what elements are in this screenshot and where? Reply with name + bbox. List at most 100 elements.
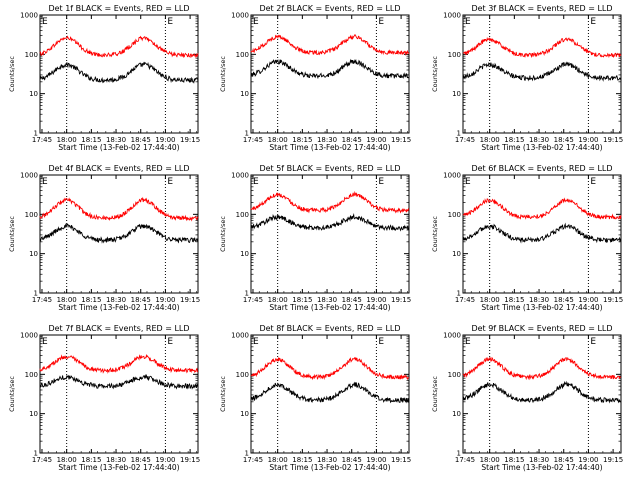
e-marker-label: E bbox=[42, 17, 48, 27]
x-tick-label: 19:00 bbox=[578, 296, 598, 304]
x-tick-label: 17:45 bbox=[455, 456, 475, 464]
e-marker-label: E bbox=[167, 17, 173, 27]
x-tick-label: 17:45 bbox=[32, 296, 52, 304]
plot-frame bbox=[39, 174, 199, 294]
x-tick-label: 17:45 bbox=[455, 296, 475, 304]
e-marker-label: E bbox=[253, 17, 259, 27]
x-tick-label: 18:15 bbox=[292, 136, 312, 144]
lld-series-line bbox=[462, 356, 622, 381]
lld-series-line bbox=[39, 353, 199, 374]
x-axis-label: Start Time (13-Feb-02 17:44:40) bbox=[269, 303, 390, 312]
chart-panel: Det 5f BLACK = Events, RED = LLD 1 10 100 10… bbox=[219, 164, 411, 312]
e-marker-label: E bbox=[167, 177, 173, 187]
y-tick-label: 10 bbox=[452, 250, 461, 258]
y-tick-label: 1 bbox=[245, 450, 249, 458]
x-tick-label: 19:15 bbox=[391, 456, 411, 464]
y-tick-label: 1 bbox=[245, 130, 249, 138]
x-tick-label: 18:45 bbox=[342, 136, 362, 144]
lld-series-line bbox=[39, 196, 199, 222]
x-tick-label: 18:30 bbox=[317, 296, 337, 304]
y-tick-label: 100 bbox=[236, 211, 249, 219]
chart-title: Det 3f BLACK = Events, RED = LLD bbox=[471, 4, 612, 13]
events-series-line bbox=[39, 61, 199, 84]
y-tick-label: 10 bbox=[29, 250, 38, 258]
x-tick-label: 18:00 bbox=[480, 456, 500, 464]
chart-title: Det 2f BLACK = Events, RED = LLD bbox=[259, 4, 400, 13]
chart-title: Det 1f BLACK = Events, RED = LLD bbox=[48, 4, 189, 13]
e-marker-label: E bbox=[378, 177, 384, 187]
plot-frame bbox=[462, 334, 622, 454]
x-tick-label: 18:30 bbox=[529, 456, 549, 464]
plot-frame bbox=[39, 334, 199, 454]
x-tick-label: 17:45 bbox=[32, 456, 52, 464]
y-axis-label: Counts/sec bbox=[431, 56, 439, 92]
x-tick-label: 18:00 bbox=[57, 296, 77, 304]
chart-panel: Det 2f BLACK = Events, RED = LLD 1 10 100 10… bbox=[219, 4, 411, 152]
e-marker-label: E bbox=[253, 177, 259, 187]
y-tick-label: 10 bbox=[29, 90, 38, 98]
e-marker-label: E bbox=[167, 337, 173, 347]
x-axis-label: Start Time (13-Feb-02 17:44:40) bbox=[481, 143, 602, 152]
y-tick-label: 10 bbox=[29, 410, 38, 418]
x-tick-label: 18:15 bbox=[81, 296, 101, 304]
y-tick-label: 100 bbox=[236, 51, 249, 59]
events-series-line bbox=[250, 213, 410, 232]
y-tick-label: 100 bbox=[25, 211, 38, 219]
events-series-line bbox=[462, 380, 622, 404]
x-tick-label: 18:30 bbox=[529, 136, 549, 144]
x-tick-label: 18:45 bbox=[554, 296, 574, 304]
x-tick-label: 19:15 bbox=[391, 136, 411, 144]
e-marker-label: E bbox=[378, 17, 384, 27]
y-tick-label: 1000 bbox=[443, 332, 461, 340]
chart-panel: Det 7f BLACK = Events, RED = LLD 1 10 100 10… bbox=[8, 324, 200, 472]
x-tick-label: 19:15 bbox=[391, 296, 411, 304]
y-axis-label: Counts/sec bbox=[219, 376, 227, 412]
y-tick-label: 1 bbox=[457, 130, 461, 138]
x-tick-label: 17:45 bbox=[243, 136, 263, 144]
e-marker-label: E bbox=[465, 17, 471, 27]
y-tick-label: 1000 bbox=[20, 172, 38, 180]
x-tick-label: 18:45 bbox=[131, 296, 151, 304]
x-tick-label: 18:15 bbox=[292, 456, 312, 464]
chart-panel: Det 1f BLACK = Events, RED = LLD 1 10 100 10… bbox=[8, 4, 200, 152]
x-tick-label: 18:30 bbox=[106, 136, 126, 144]
x-tick-label: 19:15 bbox=[180, 136, 200, 144]
e-marker-label: E bbox=[253, 337, 259, 347]
lld-series-line bbox=[39, 35, 199, 59]
x-axis-label: Start Time (13-Feb-02 17:44:40) bbox=[58, 303, 179, 312]
x-tick-label: 17:45 bbox=[455, 136, 475, 144]
y-tick-label: 1000 bbox=[231, 332, 249, 340]
plot-frame bbox=[462, 174, 622, 294]
lld-series-line bbox=[250, 190, 410, 214]
x-tick-label: 19:00 bbox=[578, 456, 598, 464]
y-tick-label: 10 bbox=[240, 90, 249, 98]
y-axis-label: Counts/sec bbox=[431, 376, 439, 412]
y-axis-label: Counts/sec bbox=[219, 216, 227, 252]
x-tick-label: 19:15 bbox=[603, 136, 623, 144]
x-tick-label: 18:45 bbox=[131, 136, 151, 144]
y-tick-label: 1000 bbox=[443, 172, 461, 180]
y-tick-label: 100 bbox=[448, 51, 461, 59]
chart-title: Det 9f BLACK = Events, RED = LLD bbox=[471, 324, 612, 333]
x-tick-label: 19:00 bbox=[578, 136, 598, 144]
y-tick-label: 1000 bbox=[20, 12, 38, 20]
y-tick-label: 10 bbox=[452, 90, 461, 98]
x-axis-label: Start Time (13-Feb-02 17:44:40) bbox=[269, 463, 390, 472]
x-tick-label: 18:00 bbox=[480, 136, 500, 144]
chart-panel: Det 6f BLACK = Events, RED = LLD 1 10 100 10… bbox=[431, 164, 623, 312]
lld-series-line bbox=[250, 356, 409, 381]
x-tick-label: 19:00 bbox=[366, 136, 386, 144]
chart-panel: Det 8f BLACK = Events, RED = LLD 1 10 100 10… bbox=[219, 324, 411, 472]
y-tick-label: 1000 bbox=[443, 12, 461, 20]
chart-panel: Det 4f BLACK = Events, RED = LLD 1 10 100 10… bbox=[8, 164, 200, 312]
events-series-line bbox=[250, 381, 410, 404]
x-tick-label: 18:15 bbox=[504, 136, 524, 144]
chart-title: Det 5f BLACK = Events, RED = LLD bbox=[259, 164, 400, 173]
x-tick-label: 18:00 bbox=[480, 296, 500, 304]
y-tick-label: 100 bbox=[448, 371, 461, 379]
x-tick-label: 17:45 bbox=[243, 456, 263, 464]
y-tick-label: 10 bbox=[240, 250, 249, 258]
e-marker-label: E bbox=[465, 177, 471, 187]
plot-frame bbox=[39, 14, 199, 134]
